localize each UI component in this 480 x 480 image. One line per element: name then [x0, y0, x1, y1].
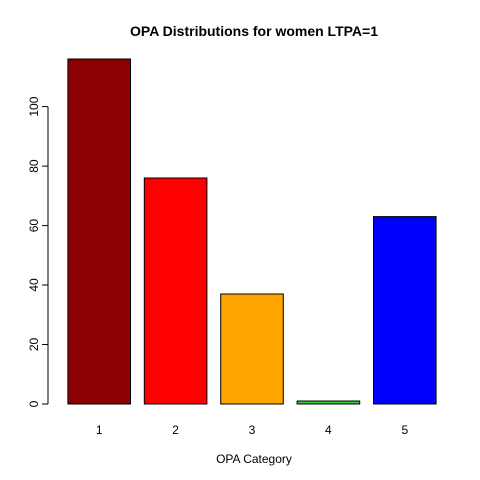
- y-tick-label: 60: [27, 219, 41, 233]
- bar-4: [296, 400, 361, 405]
- y-tick-label: 80: [27, 159, 41, 173]
- chart-title: OPA Distributions for women LTPA=1: [130, 23, 378, 39]
- y-tick-label: 0: [27, 400, 41, 407]
- x-tick-label: 4: [325, 423, 332, 437]
- bar-5: [373, 216, 437, 405]
- y-tick-label: 100: [27, 96, 41, 116]
- bar-1: [67, 58, 131, 405]
- x-axis: 1 2 3 4 5: [96, 423, 409, 437]
- bars-group: [67, 58, 437, 405]
- bar-2: [143, 177, 208, 405]
- y-tick-label: 20: [27, 338, 41, 352]
- y-tick-label: 40: [27, 278, 41, 292]
- x-tick-label: 2: [172, 423, 179, 437]
- x-tick-label: 5: [401, 423, 408, 437]
- x-tick-label: 3: [249, 423, 256, 437]
- bar-3: [220, 293, 284, 405]
- x-tick-label: 1: [96, 423, 103, 437]
- x-axis-label: OPA Category: [216, 452, 292, 466]
- y-axis: 0 20 40 60 80 100: [27, 96, 49, 407]
